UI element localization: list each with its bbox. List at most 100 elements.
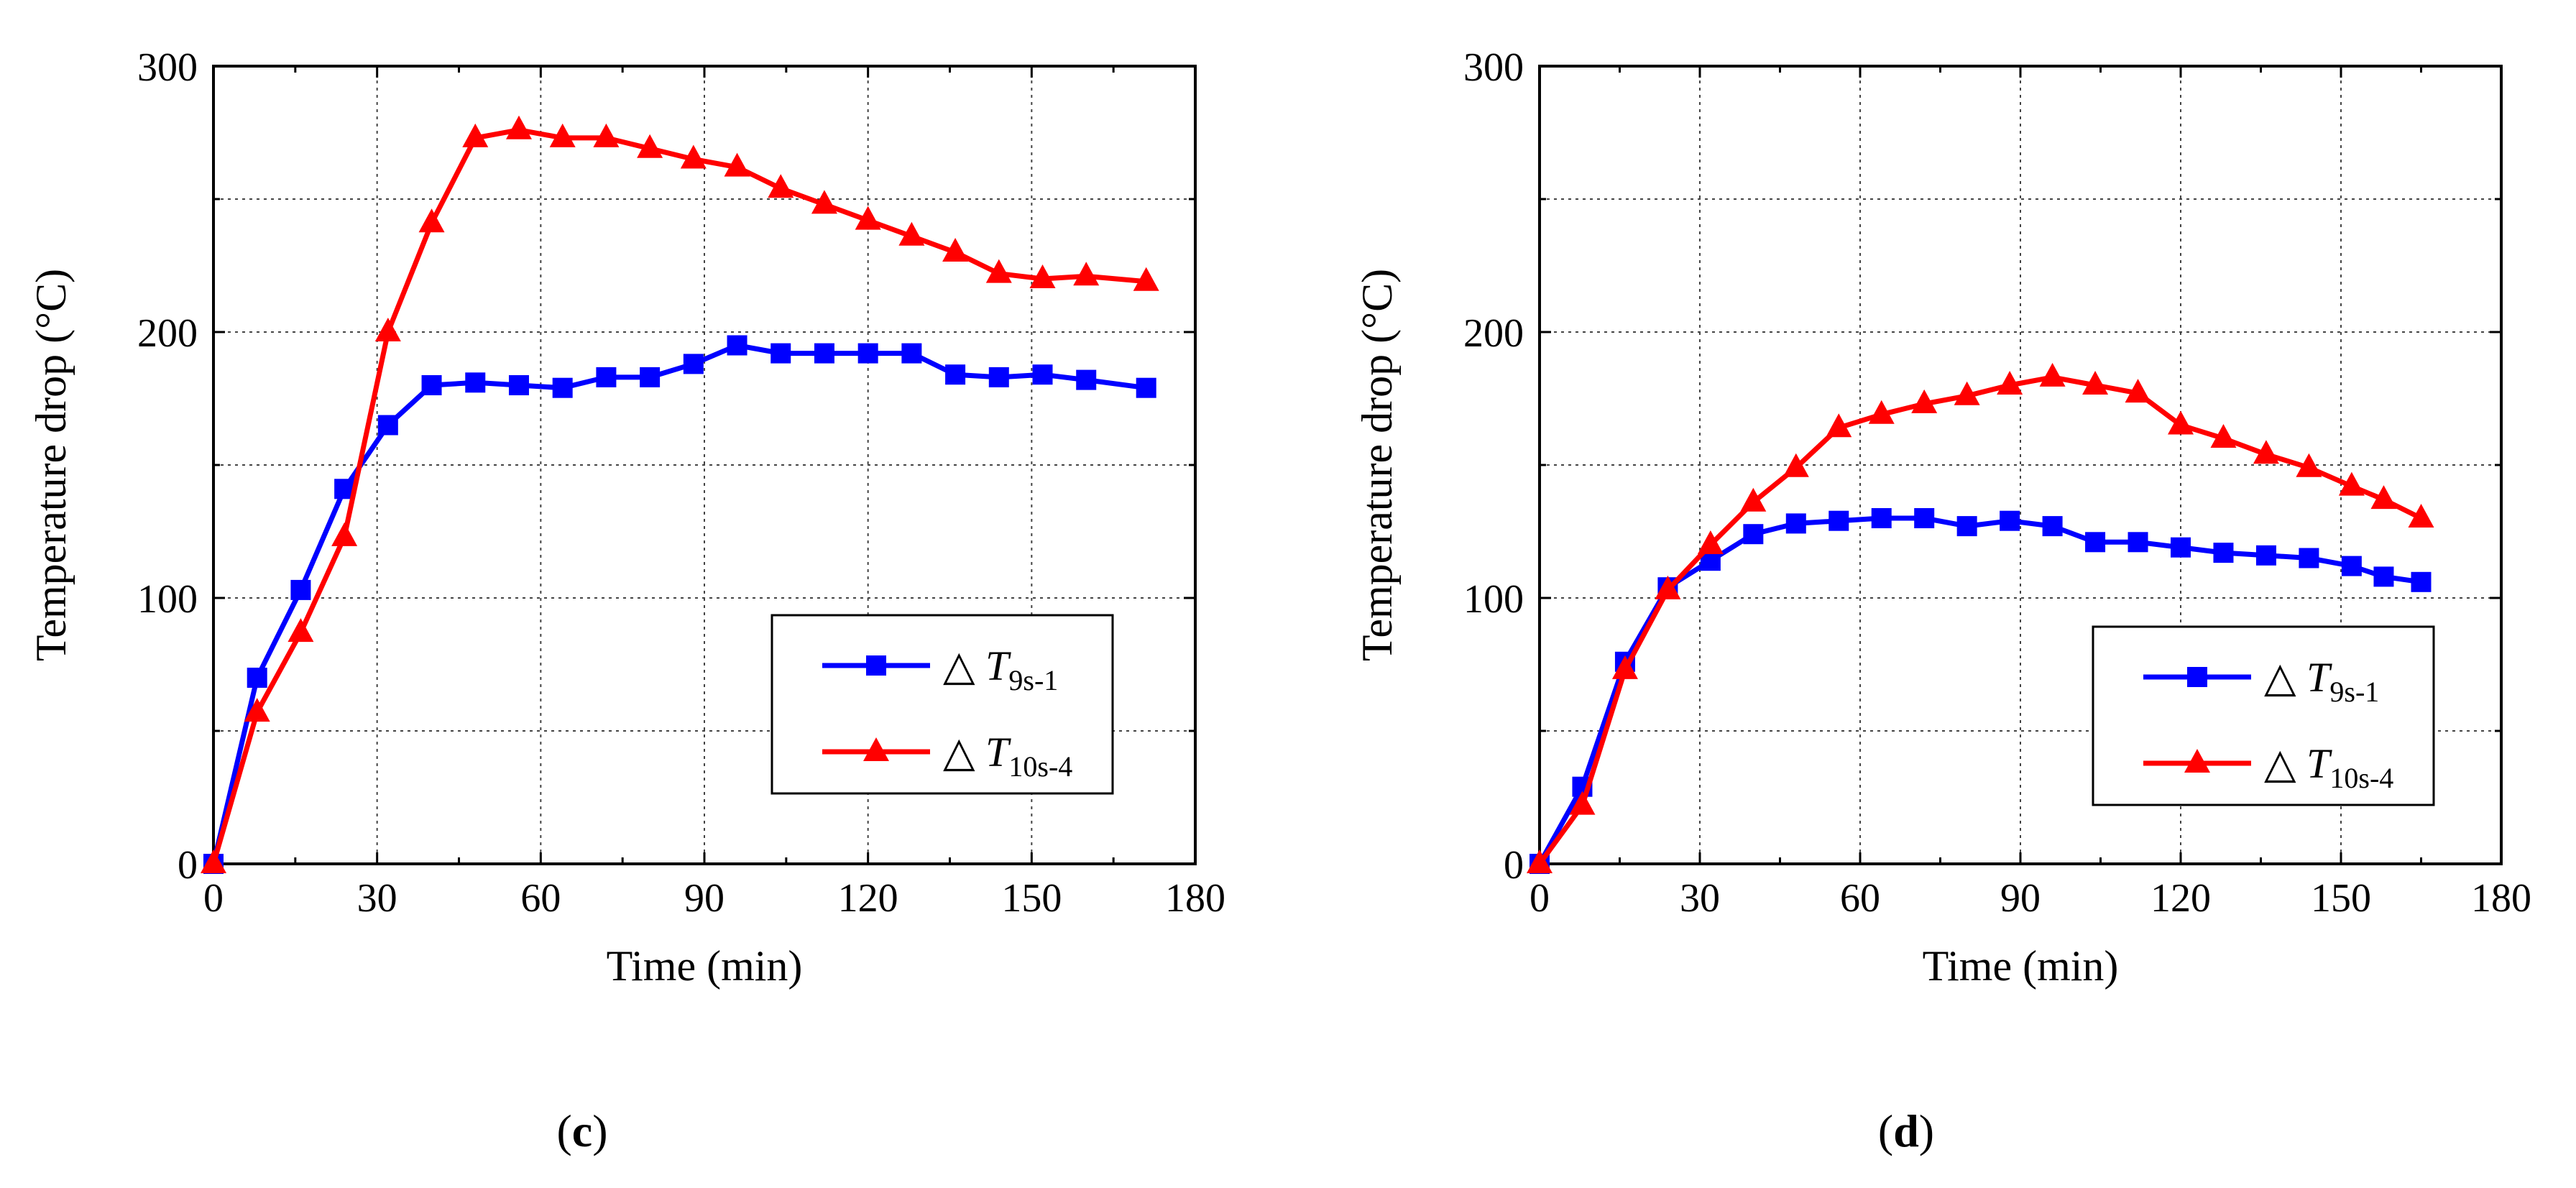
data-point-square	[1956, 516, 1977, 537]
x-axis: 0 30 60 90 120 150 180	[1530, 66, 2531, 921]
legend-label: △ T9s-1	[2264, 654, 2379, 708]
grid	[1540, 66, 2501, 864]
x-tick-label: 60	[1840, 876, 1880, 921]
data-point-triangle	[680, 144, 707, 169]
data-point-square	[945, 364, 966, 385]
series-line	[1537, 515, 2421, 865]
data-point-square	[1743, 524, 1764, 545]
data-point-square	[1076, 369, 1097, 390]
data-point-triangle	[2168, 410, 2194, 435]
data-point-triangle	[2370, 485, 2397, 510]
data-point-square	[2000, 510, 2020, 531]
x-axis-title: Time (min)	[1923, 942, 2119, 990]
x-axis: 0 30 60 90 120 150 180	[203, 66, 1225, 921]
data-point-square	[1136, 377, 1156, 398]
x-tick-label: 30	[357, 876, 397, 921]
series-blue	[1530, 508, 2432, 874]
data-point-square	[2085, 532, 2106, 553]
y-tick-label: 100	[1463, 577, 1524, 622]
data-point-triangle	[2408, 504, 2434, 528]
y-tick-label: 200	[137, 311, 198, 356]
data-point-triangle	[1527, 849, 1552, 873]
data-point-triangle	[1997, 371, 2023, 395]
legend-marker-triangle	[2184, 749, 2210, 773]
series-line	[1537, 374, 2423, 866]
data-point-triangle	[2082, 371, 2109, 395]
data-point-triangle	[1826, 413, 1852, 438]
legend-marker-square	[2187, 667, 2207, 687]
legend-label: △ T10s-4	[2264, 740, 2393, 794]
data-point-square	[640, 367, 661, 387]
data-point-square	[2171, 537, 2191, 558]
series-red	[1527, 362, 2434, 873]
data-point-triangle	[1569, 791, 1596, 815]
legend-label: △ T10s-4	[943, 729, 1072, 783]
data-point-triangle	[985, 259, 1012, 283]
data-point-triangle	[1029, 264, 1056, 288]
x-tick-label: 0	[203, 876, 224, 921]
legend-marker-square	[866, 655, 886, 676]
y-tick-label: 300	[137, 45, 198, 90]
legend-label: △ T9s-1	[943, 643, 1058, 696]
data-point-triangle	[2210, 424, 2237, 448]
data-point-triangle	[811, 190, 837, 214]
x-tick-label: 90	[684, 876, 724, 921]
chart-panel-d: 0 30 60 90 120 150 180 0 100 200 300 Time (min) Temp…	[1353, 45, 2531, 1156]
data-point-triangle	[1655, 575, 1681, 599]
data-point-triangle	[1073, 262, 1100, 286]
data-point-triangle	[331, 522, 358, 546]
data-point-square	[814, 343, 834, 364]
legend-box	[770, 614, 1114, 795]
x-tick-label: 120	[2150, 876, 2211, 921]
data-point-triangle	[2125, 379, 2151, 403]
data-point-triangle	[2296, 453, 2322, 477]
data-point-triangle	[374, 318, 401, 341]
data-point-square	[508, 375, 529, 395]
data-point-square	[1871, 508, 1892, 528]
data-point-square	[1828, 510, 1849, 531]
data-point-triangle	[1954, 381, 1980, 405]
data-point-square	[1032, 364, 1053, 385]
x-tick-label: 90	[2000, 876, 2041, 921]
x-axis-title: Time (min)	[607, 942, 803, 990]
data-point-triangle	[1868, 400, 1895, 424]
y-tick-label: 0	[1504, 843, 1524, 888]
data-point-triangle	[201, 849, 226, 873]
data-point-triangle	[549, 123, 576, 147]
data-point-triangle	[2039, 362, 2066, 387]
data-point-triangle	[1911, 389, 1938, 413]
series-red	[201, 115, 1159, 873]
data-point-square	[2411, 571, 2432, 592]
y-tick-label: 100	[137, 577, 198, 622]
data-point-triangle	[898, 221, 925, 246]
data-point-triangle	[2253, 440, 2279, 464]
data-point-square	[552, 377, 573, 398]
x-tick-label: 180	[2471, 876, 2531, 921]
data-point-square	[727, 335, 748, 356]
data-point-square	[247, 668, 267, 688]
data-point-square	[2213, 543, 2234, 563]
data-point-triangle	[942, 238, 969, 262]
y-tick-label: 300	[1463, 45, 1524, 90]
x-tick-label: 120	[838, 876, 898, 921]
data-point-square	[465, 372, 486, 393]
data-point-triangle	[855, 206, 881, 230]
data-point-triangle	[1611, 655, 1638, 679]
data-point-triangle	[462, 123, 489, 147]
legend-box	[2092, 625, 2435, 806]
data-point-square	[1914, 508, 1935, 528]
data-point-square	[770, 343, 791, 364]
x-tick-label: 180	[1165, 876, 1225, 921]
panel-label: (c)	[556, 1105, 607, 1156]
data-point-square	[421, 375, 442, 395]
data-point-square	[596, 367, 617, 387]
data-point-triangle	[724, 152, 750, 177]
data-point-square	[290, 579, 311, 600]
chart-panel-c: 0 30 60 90 120 150 180 0 100 200 300 Time (min) Temp…	[27, 45, 1225, 1156]
x-tick-label: 60	[520, 876, 561, 921]
x-tick-label: 150	[1001, 876, 1062, 921]
data-point-triangle	[418, 208, 445, 233]
data-point-square	[2299, 548, 2319, 568]
legend: △ T9s-1 △ T10s-4	[770, 614, 1114, 795]
